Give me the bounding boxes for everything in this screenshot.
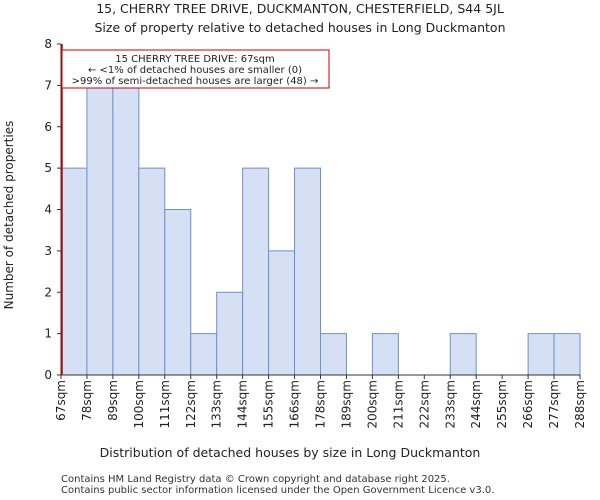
x-tick-label: 178sqm (314, 380, 328, 428)
x-axis: 67sqm 78sqm 89sqm 100sqm 111sqm 122sqm 133sqm 1… (54, 374, 587, 428)
histogram-bar (371, 333, 399, 376)
x-tick-label: 211sqm (391, 380, 405, 428)
x-tick-label: 89sqm (106, 380, 120, 421)
histogram-bar (86, 84, 114, 376)
annotation-line-3: >99% of semi-detached houses are larger … (72, 76, 319, 87)
annotation-box: 15 CHERRY TREE DRIVE: 67sqm ← <1% of det… (61, 49, 330, 89)
x-tick-label: 200sqm (365, 380, 379, 428)
x-tick-label: 166sqm (288, 380, 302, 428)
histogram-bar (449, 333, 477, 376)
histogram-bar (190, 333, 218, 376)
x-axis-label: Distribution of detached houses by size … (100, 445, 481, 460)
histogram-bar (268, 250, 296, 376)
histogram-bar (553, 333, 581, 376)
y-tick-label: 4 (44, 203, 52, 217)
histogram-bar (60, 167, 88, 376)
chart-title: Size of property relative to detached ho… (94, 20, 506, 35)
histogram-bar (294, 167, 321, 376)
y-tick-label: 0 (44, 368, 52, 382)
y-axis-label: Number of detached properties (2, 121, 16, 310)
x-tick-label: 111sqm (158, 380, 172, 428)
footer-licence: Contains public sector information licen… (61, 485, 495, 496)
x-tick-label: 100sqm (132, 380, 146, 428)
x-tick-label: 133sqm (210, 380, 224, 428)
x-tick-label: 233sqm (443, 380, 457, 428)
footer-copyright: Contains HM Land Registry data © Crown c… (61, 474, 450, 485)
bars-group (60, 84, 581, 376)
x-tick-label: 244sqm (469, 380, 483, 428)
histogram-bar (527, 333, 555, 376)
x-tick-label: 67sqm (54, 380, 68, 421)
chart-title-address: 15, CHERRY TREE DRIVE, DUCKMANTON, CHEST… (96, 1, 504, 16)
x-tick-label: 255sqm (495, 380, 509, 428)
y-tick-label: 7 (44, 78, 52, 92)
y-tick-label: 1 (44, 327, 52, 341)
x-tick-label: 122sqm (184, 380, 198, 428)
y-axis: 0 1 2 3 4 5 6 7 8 (44, 37, 62, 382)
histogram-bar (320, 333, 347, 376)
x-tick-label: 78sqm (80, 380, 94, 421)
y-tick-label: 6 (44, 120, 52, 134)
annotation-border (61, 49, 330, 89)
histogram-bar (164, 209, 192, 376)
x-tick-label: 277sqm (547, 380, 561, 428)
x-tick-label: 288sqm (573, 380, 587, 428)
x-tick-label: 144sqm (236, 380, 250, 428)
y-tick-label: 3 (44, 244, 52, 258)
histogram-bar (138, 167, 166, 376)
y-tick-label: 2 (44, 285, 52, 299)
histogram-bar (216, 291, 244, 376)
histogram-bar (112, 84, 140, 376)
histogram-bar (242, 167, 270, 376)
x-tick-label: 189sqm (339, 380, 353, 428)
annotation-line-2: ← <1% of detached houses are smaller (0) (88, 65, 302, 76)
annotation-line-1: 15 CHERRY TREE DRIVE: 67sqm (115, 54, 274, 65)
x-tick-label: 266sqm (521, 380, 535, 428)
y-tick-label: 8 (44, 37, 52, 51)
x-tick-label: 155sqm (262, 380, 276, 428)
y-tick-label: 5 (44, 161, 52, 175)
x-tick-label: 222sqm (417, 380, 431, 428)
